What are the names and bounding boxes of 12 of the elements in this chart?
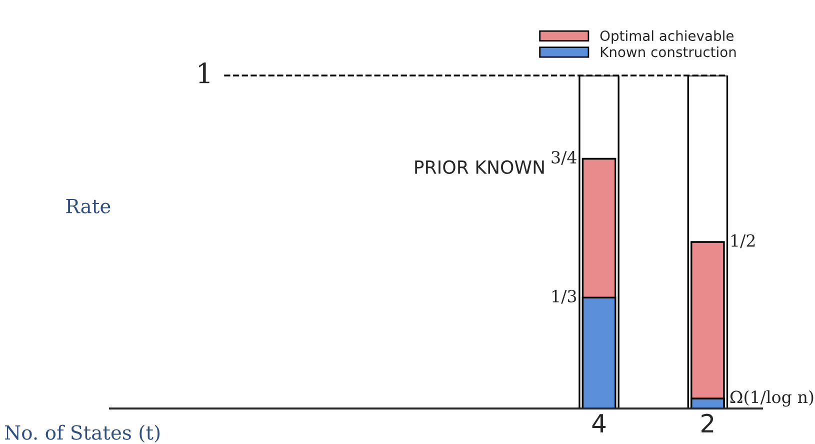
y-axis-title: Rate <box>66 198 110 214</box>
x-axis-title: No. of States (t) <box>5 424 160 443</box>
legend-label: Optimal achievable <box>600 30 734 44</box>
annotation: Ω(1/log n) <box>730 390 814 407</box>
annotation: 1/3 <box>552 290 576 304</box>
legend-label: Known construction <box>600 46 736 58</box>
ref-line-label: 1 <box>198 62 210 84</box>
x-tick-label: 4 <box>592 414 606 432</box>
annotation: PRIOR KNOWN <box>415 160 544 174</box>
annotation: 1/2 <box>731 234 755 248</box>
x-tick-label: 2 <box>702 414 714 432</box>
annotation: 3/4 <box>552 150 576 165</box>
